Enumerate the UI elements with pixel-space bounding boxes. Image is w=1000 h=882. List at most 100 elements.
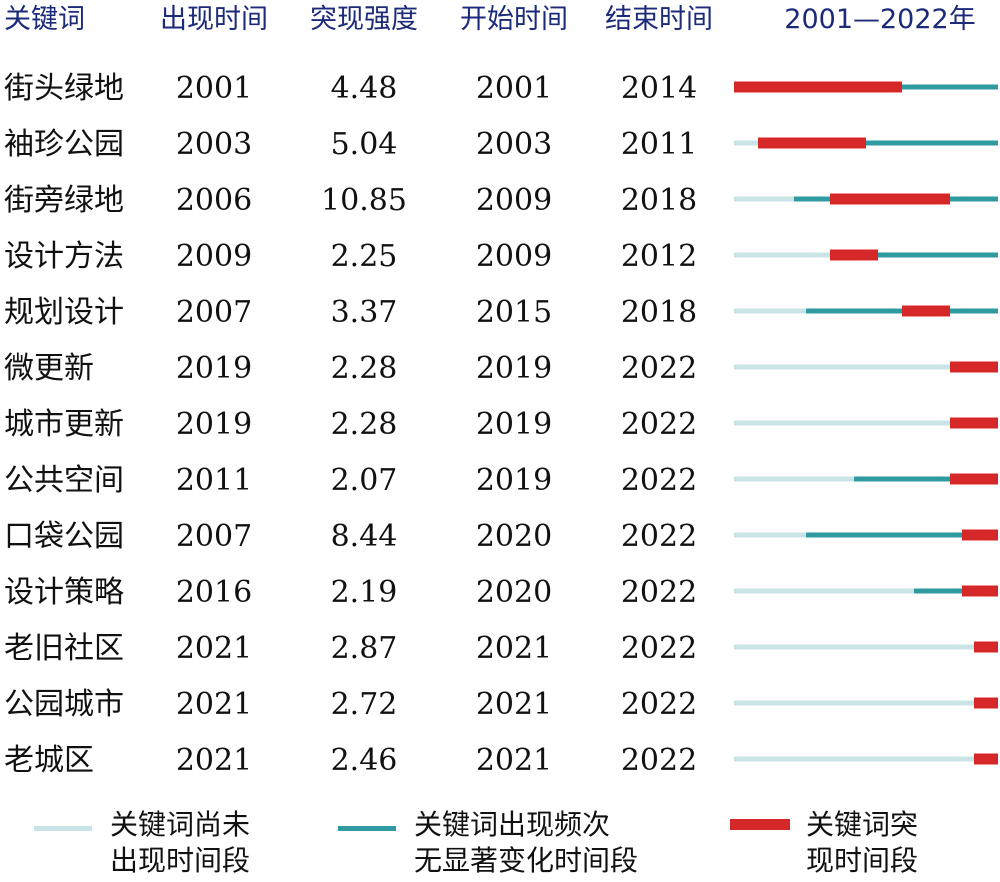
timeline-row (734, 753, 998, 765)
burst-segment (950, 417, 998, 429)
keyword-cell: 设计策略 (4, 575, 124, 610)
first-appearance-cell: 2001 (176, 71, 252, 106)
header-keyword: 关键词 (4, 4, 85, 35)
first-appearance-cell: 2009 (176, 239, 252, 274)
not-yet-segment (734, 252, 830, 258)
begin-cell: 2009 (476, 239, 552, 274)
strength-cell: 10.85 (321, 183, 407, 218)
table-row: 公共空间 2011 2.07 2019 2022 (4, 463, 697, 498)
not-yet-segment (734, 364, 950, 370)
end-cell: 2022 (621, 631, 697, 666)
keyword-cell: 微更新 (4, 351, 94, 386)
begin-cell: 2003 (476, 127, 552, 162)
strength-cell: 2.28 (331, 351, 398, 386)
first-appearance-cell: 2006 (176, 183, 252, 218)
burst-segment (734, 81, 902, 93)
table-row: 规划设计 2007 3.37 2015 2018 (4, 295, 697, 330)
begin-cell: 2020 (476, 575, 552, 610)
end-cell: 2022 (621, 407, 697, 442)
legend-label: 无显著变化时间段 (414, 844, 638, 877)
burst-segment (974, 697, 998, 709)
present-segment (758, 140, 998, 146)
begin-cell: 2015 (476, 295, 552, 330)
end-cell: 2022 (621, 575, 697, 610)
not-yet-segment (734, 476, 854, 482)
burst-segment (962, 585, 998, 597)
table-row: 口袋公园 2007 8.44 2020 2022 (4, 519, 697, 554)
timeline-row (734, 417, 998, 429)
not-yet-segment (734, 644, 974, 650)
header-timeline-range: 2001—2022年 (784, 4, 975, 35)
first-appearance-cell: 2016 (176, 575, 252, 610)
first-appearance-cell: 2003 (176, 127, 252, 162)
timeline-row (734, 529, 998, 541)
keyword-cell: 规划设计 (4, 295, 124, 330)
table-row: 微更新 2019 2.28 2019 2022 (4, 351, 697, 386)
first-appearance-cell: 2019 (176, 351, 252, 386)
end-cell: 2022 (621, 463, 697, 498)
begin-cell: 2019 (476, 351, 552, 386)
keyword-cell: 老旧社区 (4, 631, 124, 666)
burst-segment (950, 361, 998, 373)
timeline-row (734, 473, 998, 485)
burst-segment (758, 137, 866, 149)
timeline-row (734, 361, 998, 373)
first-appearance-cell: 2007 (176, 519, 252, 554)
timeline-row (734, 585, 998, 597)
legend-label: 关键词出现频次 (414, 808, 610, 841)
table-rows: 街头绿地 2001 4.48 2001 2014 袖珍公园 2003 5.04 2003 2011… (4, 71, 697, 778)
legend-label: 关键词突 (806, 808, 918, 841)
present-segment (806, 532, 998, 538)
burst-segment (902, 305, 950, 317)
keyword-cell: 设计方法 (4, 239, 124, 274)
legend-label: 现时间段 (806, 844, 918, 877)
table-row: 老城区 2021 2.46 2021 2022 (4, 743, 697, 778)
burst-segment (974, 753, 998, 765)
timeline-row (734, 81, 998, 93)
not-yet-segment (734, 140, 758, 146)
strength-cell: 2.07 (331, 463, 398, 498)
not-yet-segment (734, 532, 806, 538)
burst-segment (950, 473, 998, 485)
keyword-cell: 街头绿地 (4, 71, 124, 106)
strength-cell: 2.72 (331, 687, 398, 722)
not-yet-segment (734, 308, 806, 314)
timeline-row (734, 697, 998, 709)
keyword-cell: 老城区 (4, 743, 94, 778)
table-row: 城市更新 2019 2.28 2019 2022 (4, 407, 697, 442)
table-row: 设计策略 2016 2.19 2020 2022 (4, 575, 697, 610)
keyword-cell: 公共空间 (4, 463, 124, 498)
strength-cell: 2.19 (331, 575, 398, 610)
begin-cell: 2021 (476, 631, 552, 666)
begin-cell: 2019 (476, 407, 552, 442)
begin-cell: 2001 (476, 71, 552, 106)
keyword-cell: 街旁绿地 (4, 183, 124, 218)
end-cell: 2011 (621, 127, 697, 162)
table-row: 设计方法 2009 2.25 2009 2012 (4, 239, 697, 274)
legend-label: 出现时间段 (110, 844, 250, 877)
table-row: 袖珍公园 2003 5.04 2003 2011 (4, 127, 697, 162)
timeline-bars (734, 81, 998, 765)
end-cell: 2022 (621, 351, 697, 386)
keyword-cell: 城市更新 (4, 407, 124, 442)
header-begin: 开始时间 (460, 4, 568, 35)
first-appearance-cell: 2011 (176, 463, 252, 498)
table-row: 街头绿地 2001 4.48 2001 2014 (4, 71, 697, 106)
not-yet-segment (734, 588, 914, 594)
strength-cell: 8.44 (331, 519, 398, 554)
not-yet-segment (734, 196, 794, 202)
header-end: 结束时间 (605, 4, 713, 35)
keyword-cell: 袖珍公园 (4, 127, 124, 162)
strength-cell: 3.37 (331, 295, 398, 330)
present-segment (830, 252, 998, 258)
begin-cell: 2019 (476, 463, 552, 498)
begin-cell: 2020 (476, 519, 552, 554)
timeline-row (734, 641, 998, 653)
first-appearance-cell: 2021 (176, 631, 252, 666)
first-appearance-cell: 2021 (176, 687, 252, 722)
end-cell: 2014 (621, 71, 697, 106)
